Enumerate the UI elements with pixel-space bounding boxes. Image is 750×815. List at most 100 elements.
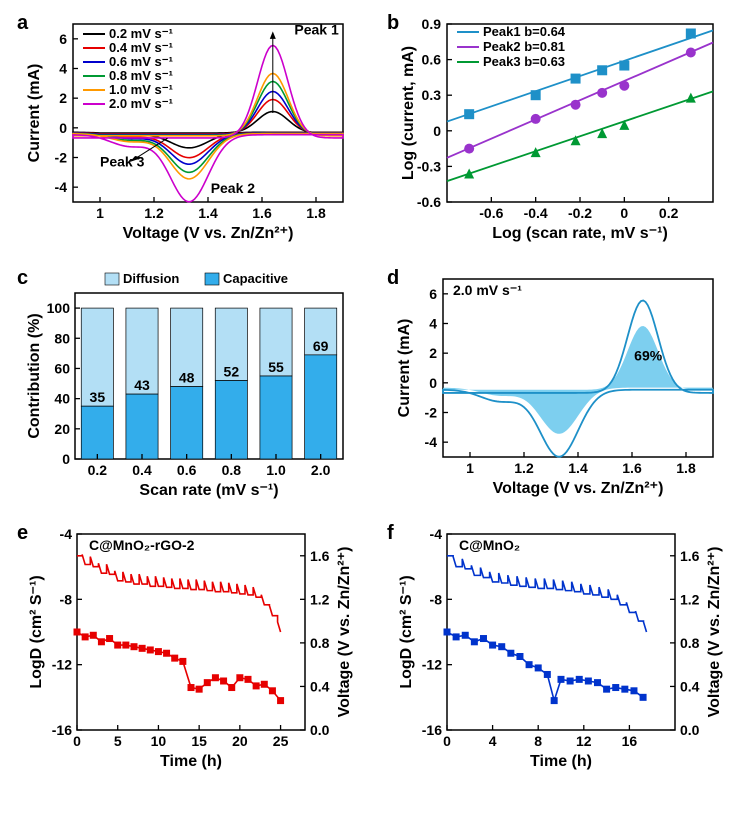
svg-text:Diffusion: Diffusion	[123, 271, 179, 286]
svg-text:C@MnO₂-rGO-2: C@MnO₂-rGO-2	[89, 537, 195, 553]
svg-text:0: 0	[429, 375, 437, 391]
svg-text:-4: -4	[55, 179, 68, 195]
svg-text:1.0 mV s⁻¹: 1.0 mV s⁻¹	[109, 82, 173, 97]
svg-text:-4: -4	[425, 434, 438, 450]
svg-text:-16: -16	[422, 722, 442, 738]
svg-text:1.0: 1.0	[266, 462, 286, 478]
svg-text:20: 20	[232, 733, 248, 749]
panel-label: d	[387, 267, 399, 290]
svg-text:0.9: 0.9	[422, 16, 442, 32]
svg-text:0.2: 0.2	[659, 205, 679, 221]
svg-text:43: 43	[134, 377, 150, 393]
svg-text:Peak1 b=0.64: Peak1 b=0.64	[483, 24, 566, 39]
svg-text:1.8: 1.8	[676, 460, 696, 476]
svg-text:0.0: 0.0	[310, 722, 330, 738]
panel-label: e	[17, 522, 28, 545]
svg-text:2: 2	[59, 90, 67, 106]
svg-text:0.6: 0.6	[177, 462, 197, 478]
svg-text:6: 6	[429, 286, 437, 302]
svg-text:100: 100	[47, 300, 71, 316]
panel-label: f	[387, 522, 394, 545]
svg-text:60: 60	[54, 360, 70, 376]
svg-text:Peak 2: Peak 2	[211, 180, 256, 196]
svg-text:55: 55	[268, 359, 284, 375]
svg-text:40: 40	[54, 391, 70, 407]
svg-text:Peak 1: Peak 1	[294, 21, 339, 37]
panel-c: c020406080100350.2430.4480.6520.8551.069…	[15, 265, 365, 510]
svg-text:0.8: 0.8	[310, 635, 330, 651]
svg-text:4: 4	[429, 316, 437, 332]
svg-text:0: 0	[443, 733, 451, 749]
svg-text:0.4 mV s⁻¹: 0.4 mV s⁻¹	[109, 40, 173, 55]
svg-text:69%: 69%	[634, 348, 663, 364]
svg-text:8: 8	[534, 733, 542, 749]
svg-text:1.2: 1.2	[514, 460, 534, 476]
svg-text:Peak2 b=0.81: Peak2 b=0.81	[483, 39, 565, 54]
svg-text:20: 20	[54, 421, 70, 437]
svg-text:2: 2	[429, 345, 437, 361]
svg-text:-0.6: -0.6	[479, 205, 503, 221]
panel-a: a11.21.41.61.8-4-20246Voltage (V vs. Zn/…	[15, 10, 365, 255]
svg-text:80: 80	[54, 330, 70, 346]
panel-label: b	[387, 12, 399, 35]
svg-text:Peak 3: Peak 3	[100, 153, 145, 169]
svg-text:25: 25	[273, 733, 289, 749]
svg-text:0: 0	[62, 451, 70, 467]
svg-text:Time (h): Time (h)	[160, 753, 222, 770]
svg-text:16: 16	[622, 733, 638, 749]
svg-text:1.2: 1.2	[310, 591, 330, 607]
svg-text:4: 4	[59, 61, 67, 77]
svg-text:0: 0	[620, 205, 628, 221]
svg-text:4: 4	[489, 733, 497, 749]
svg-text:1.4: 1.4	[568, 460, 588, 476]
svg-text:-0.4: -0.4	[524, 205, 548, 221]
svg-text:LogD (cm² S⁻¹): LogD (cm² S⁻¹)	[28, 575, 45, 688]
svg-text:1: 1	[466, 460, 474, 476]
svg-text:0: 0	[433, 123, 441, 139]
svg-text:1.4: 1.4	[198, 205, 218, 221]
svg-text:-12: -12	[52, 657, 72, 673]
svg-text:2.0: 2.0	[311, 462, 331, 478]
svg-text:1.6: 1.6	[252, 205, 272, 221]
svg-text:35: 35	[90, 389, 106, 405]
svg-text:10: 10	[151, 733, 167, 749]
panel-f: f0481216-16-12-8-40.00.40.81.21.6Time (h…	[385, 520, 735, 790]
svg-text:1.6: 1.6	[680, 548, 700, 564]
svg-text:1.2: 1.2	[680, 591, 700, 607]
svg-text:0.3: 0.3	[422, 87, 442, 103]
svg-text:Capacitive: Capacitive	[223, 271, 288, 286]
svg-text:0.8: 0.8	[222, 462, 242, 478]
svg-text:0.2: 0.2	[88, 462, 108, 478]
svg-text:1.8: 1.8	[306, 205, 326, 221]
svg-text:Time (h): Time (h)	[530, 753, 592, 770]
svg-text:0.4: 0.4	[680, 678, 700, 694]
svg-text:48: 48	[179, 370, 195, 386]
svg-text:0.0: 0.0	[680, 722, 700, 738]
panel-label: a	[17, 12, 28, 35]
svg-text:Voltage (V vs. Zn/Zn²⁺): Voltage (V vs. Zn/Zn²⁺)	[493, 480, 664, 497]
svg-text:0.2 mV s⁻¹: 0.2 mV s⁻¹	[109, 26, 173, 41]
panel-b: b-0.6-0.4-0.200.2-0.6-0.300.30.60.9Log (…	[385, 10, 735, 255]
svg-text:-16: -16	[52, 722, 72, 738]
svg-text:0.4: 0.4	[132, 462, 152, 478]
svg-text:52: 52	[224, 364, 240, 380]
svg-text:15: 15	[191, 733, 207, 749]
svg-text:-0.3: -0.3	[417, 158, 441, 174]
svg-text:0.6: 0.6	[422, 52, 442, 68]
svg-text:6: 6	[59, 31, 67, 47]
svg-text:-2: -2	[425, 405, 438, 421]
svg-text:Log (current, mA): Log (current, mA)	[400, 46, 417, 180]
svg-text:C@MnO₂: C@MnO₂	[459, 537, 520, 553]
svg-text:Peak3 b=0.63: Peak3 b=0.63	[483, 54, 565, 69]
svg-text:-2: -2	[55, 150, 68, 166]
svg-text:69: 69	[313, 338, 329, 354]
svg-text:0: 0	[59, 120, 67, 136]
svg-text:-4: -4	[430, 526, 443, 542]
svg-text:1.2: 1.2	[144, 205, 164, 221]
svg-text:2.0 mV s⁻¹: 2.0 mV s⁻¹	[109, 96, 173, 111]
svg-text:Voltage (V vs. Zn/Zn²⁺): Voltage (V vs. Zn/Zn²⁺)	[123, 225, 294, 242]
svg-text:0: 0	[73, 733, 81, 749]
svg-text:-0.2: -0.2	[568, 205, 592, 221]
svg-text:LogD (cm² S⁻¹): LogD (cm² S⁻¹)	[398, 575, 415, 688]
svg-text:2.0 mV s⁻¹: 2.0 mV s⁻¹	[453, 282, 522, 298]
